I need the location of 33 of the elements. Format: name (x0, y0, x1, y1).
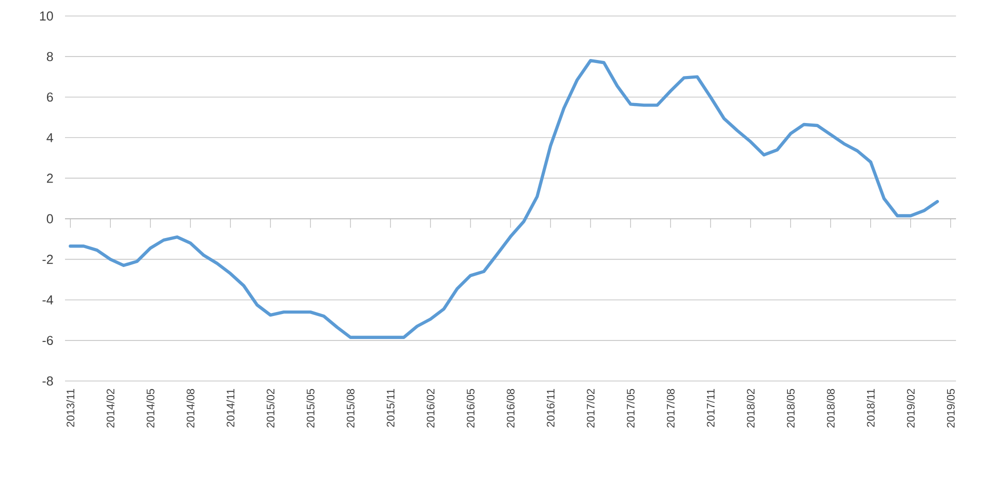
x-tick-label: 2017/08 (666, 389, 675, 428)
x-tick-label: 2018/08 (826, 389, 835, 428)
y-tick-label: -2 (42, 254, 53, 264)
x-tick-label: 2018/02 (746, 389, 755, 428)
x-tick-label: 2015/05 (306, 388, 314, 428)
x-tick-label: 2016/08 (506, 389, 515, 428)
x-tick-label: 2015/02 (266, 389, 274, 428)
x-tick-label: 2018/05 (786, 388, 795, 428)
y-tick-label: -8 (42, 376, 53, 386)
x-tick-label: 2013/11 (66, 389, 74, 427)
y-tick-label: 8 (46, 52, 53, 62)
x-tick-label: 2014/11 (226, 389, 234, 427)
y-tick-label: 0 (46, 214, 53, 224)
y-tick-label: 2 (46, 174, 53, 183)
x-tick-label: 2015/08 (346, 389, 354, 428)
x-tick-label: 2016/02 (426, 389, 435, 428)
x-tick-label: 2015/11 (386, 389, 394, 427)
x-tick-label: 2014/08 (186, 389, 194, 428)
y-tick-label: -6 (42, 336, 53, 346)
x-tick-label: 2017/11 (706, 389, 715, 427)
x-tick-label: 2016/11 (546, 389, 555, 427)
x-tick-label: 2017/02 (586, 389, 595, 428)
x-tick-label: 2018/11 (866, 389, 875, 427)
x-tick-label: 2019/02 (906, 389, 915, 428)
y-tick-label: 10 (40, 11, 53, 21)
y-tick-label: -4 (42, 295, 54, 304)
x-tick-label: 2014/02 (106, 389, 114, 428)
x-tick-label: 2019/05 (946, 388, 955, 428)
x-tick-label: 2016/05 (466, 388, 475, 428)
x-tick-label: 2017/05 (626, 388, 635, 428)
y-tick-label: 6 (46, 92, 53, 102)
x-tick-label: 2014/05 (146, 388, 154, 428)
y-tick-label: 4 (46, 133, 54, 142)
